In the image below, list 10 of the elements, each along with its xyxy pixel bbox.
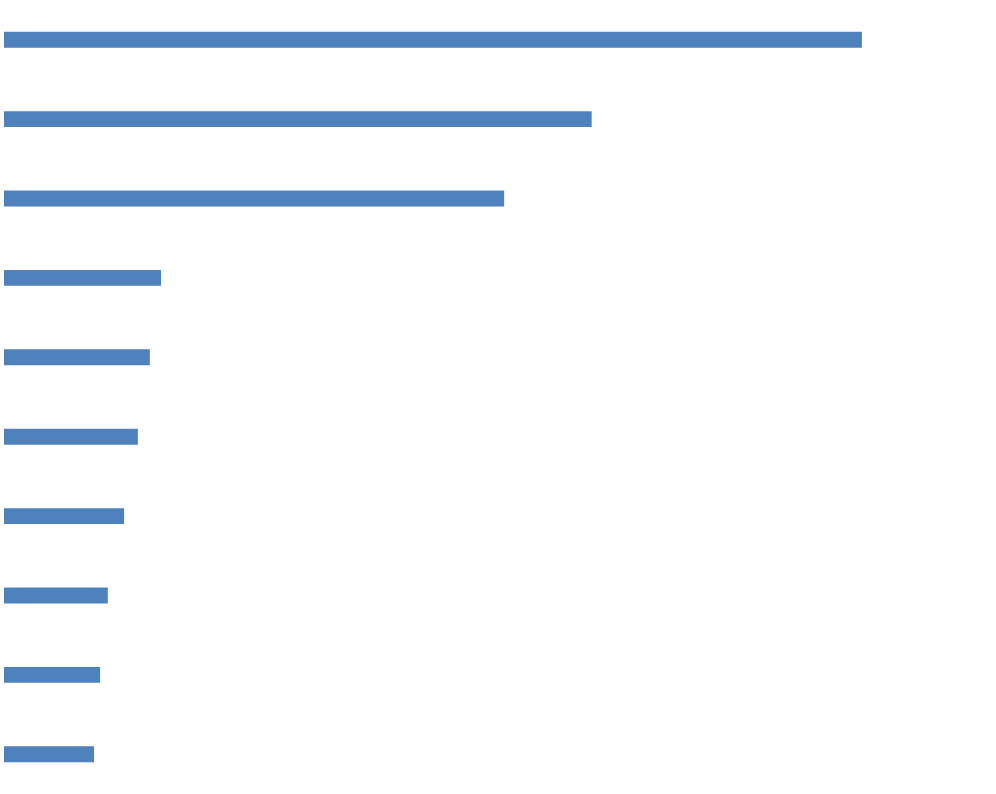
bar	[4, 190, 505, 207]
bar	[4, 746, 95, 763]
bar	[4, 111, 592, 128]
bar	[4, 666, 101, 683]
bar	[4, 428, 138, 445]
bar	[4, 587, 108, 604]
bar	[4, 269, 161, 286]
bar	[4, 508, 125, 525]
bar	[4, 31, 862, 48]
bar	[4, 349, 150, 366]
